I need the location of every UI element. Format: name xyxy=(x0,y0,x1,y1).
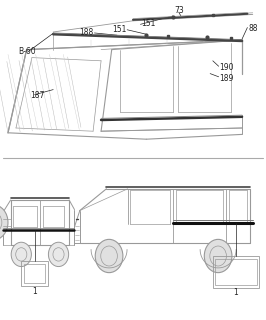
Circle shape xyxy=(204,239,232,273)
Text: 73: 73 xyxy=(174,6,184,15)
Bar xyxy=(213,256,259,288)
Text: 190: 190 xyxy=(219,63,234,72)
Text: 1: 1 xyxy=(234,288,238,297)
Text: 151: 151 xyxy=(112,25,126,34)
Circle shape xyxy=(48,242,69,267)
Text: 151: 151 xyxy=(141,19,155,28)
Text: 187: 187 xyxy=(31,92,45,100)
Text: B-60: B-60 xyxy=(19,47,36,56)
Bar xyxy=(24,264,45,283)
Circle shape xyxy=(95,239,123,273)
Circle shape xyxy=(0,205,8,240)
Bar xyxy=(21,261,48,286)
Circle shape xyxy=(11,242,31,267)
Bar xyxy=(215,259,257,285)
Text: 88: 88 xyxy=(249,24,258,33)
Text: 189: 189 xyxy=(219,74,234,83)
Text: 188: 188 xyxy=(79,28,93,37)
Text: 1: 1 xyxy=(32,287,37,296)
